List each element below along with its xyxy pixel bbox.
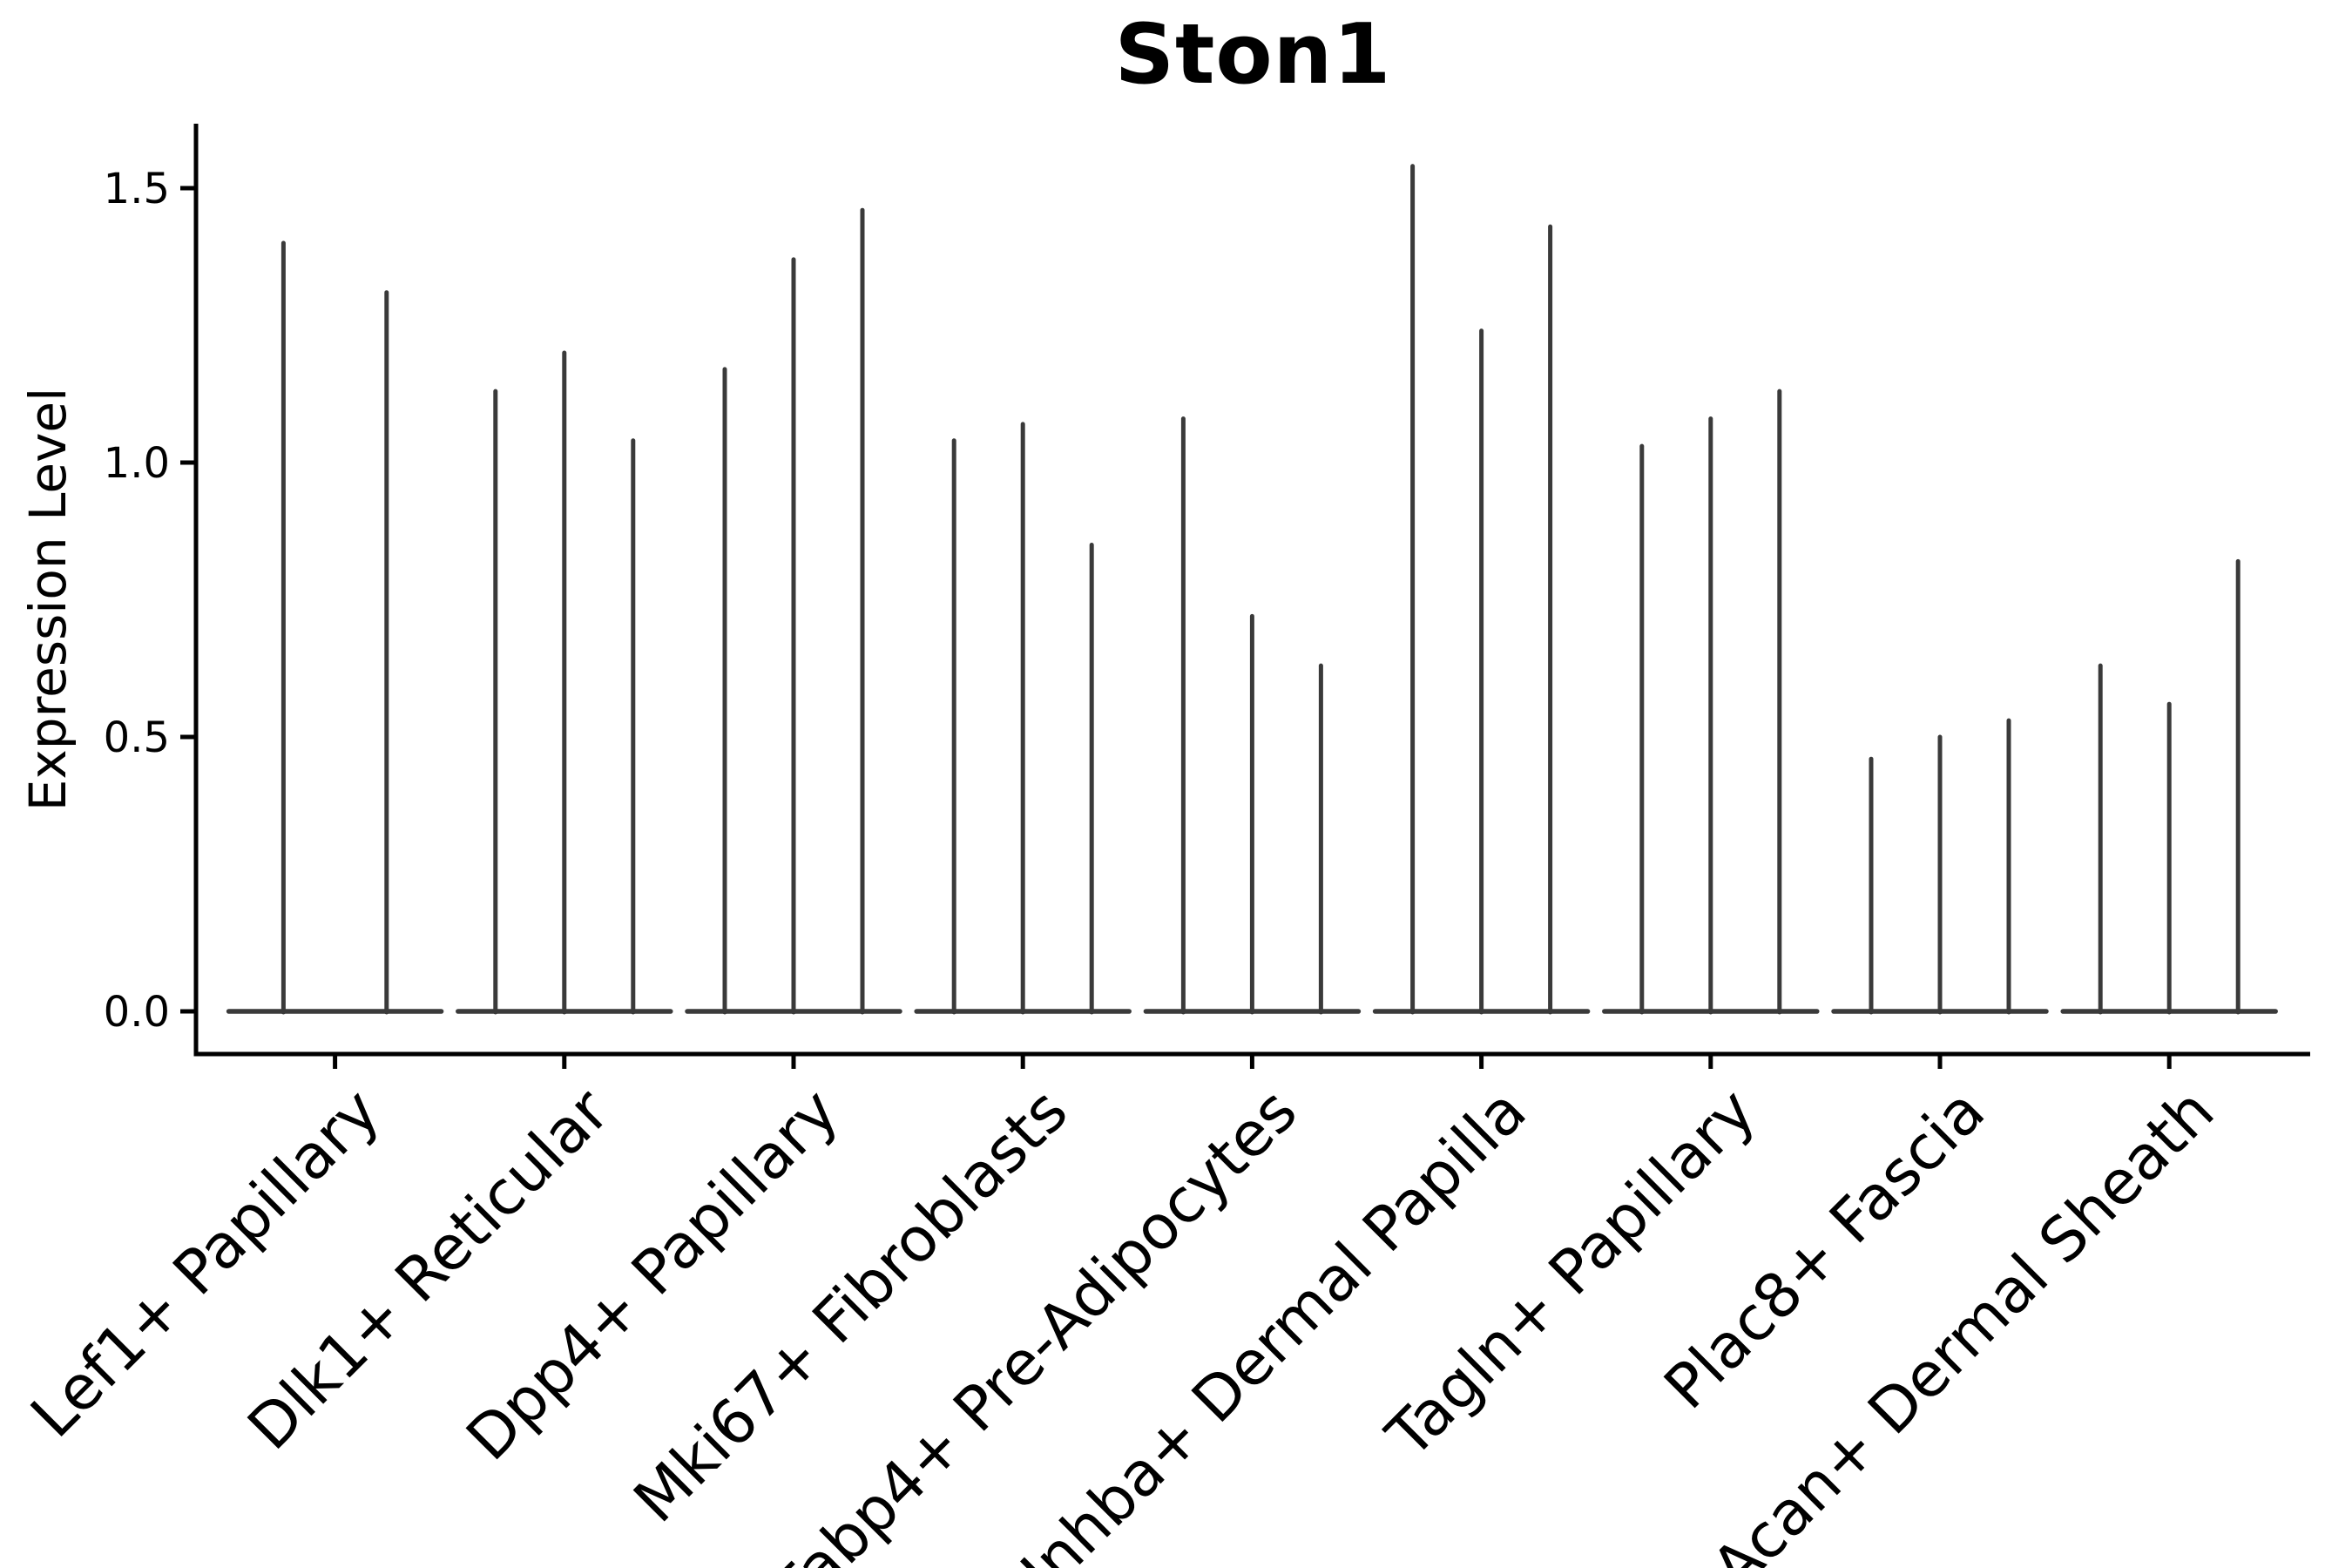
y-axis-label: Expression Level: [18, 387, 78, 812]
chart-title: Ston1: [1114, 7, 1392, 103]
y-tick-label: 0.0: [104, 988, 170, 1037]
x-category-label: Mki67+ Fibroblasts: [620, 1075, 1081, 1536]
y-tick-label: 1.5: [104, 165, 170, 213]
y-tick-label: 0.5: [104, 713, 170, 762]
y-tick-label: 1.0: [104, 439, 170, 488]
